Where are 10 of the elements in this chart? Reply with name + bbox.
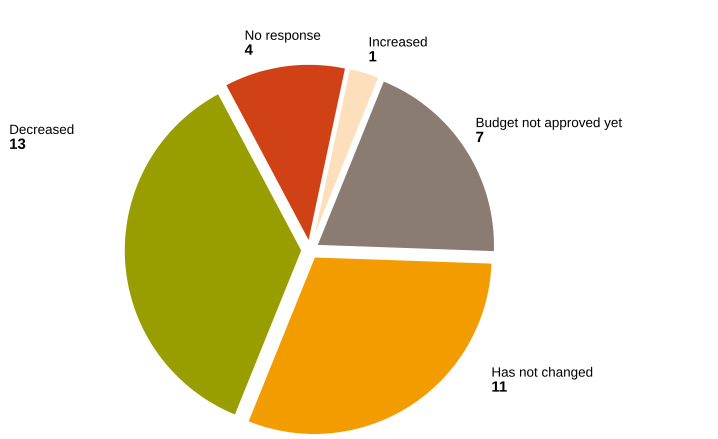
slice-label: Budget not approved yet xyxy=(476,117,622,130)
data-label: 4 xyxy=(244,44,253,55)
slice-label: Increased xyxy=(370,36,427,47)
data-label: 13 xyxy=(10,138,26,150)
data-label: 11 xyxy=(492,381,507,392)
slice-label: No response xyxy=(246,30,320,43)
data-label: 7 xyxy=(476,132,484,142)
data-label: 1 xyxy=(369,51,376,62)
slice-label: Decreased xyxy=(10,124,74,134)
slice-label: Has not changed xyxy=(492,366,592,380)
